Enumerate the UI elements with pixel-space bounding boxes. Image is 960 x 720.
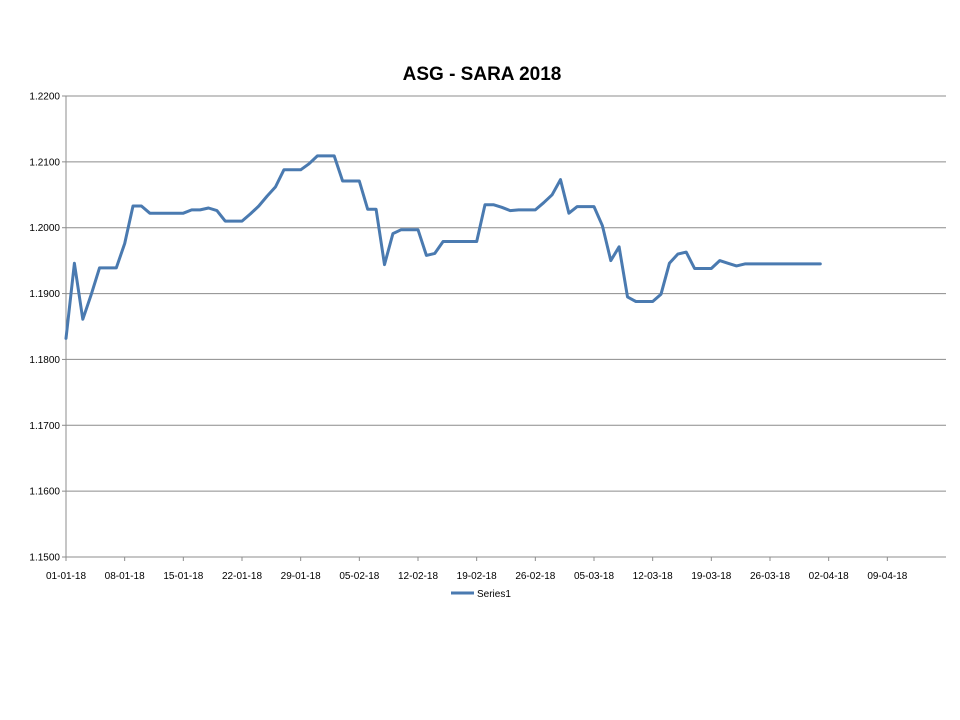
- legend-label-series1: Series1: [477, 589, 511, 600]
- x-axis-ticks: 01-01-18 08-01-18 15-01-18 22-01-18 29-01-18…: [46, 557, 908, 582]
- y-tick-label: 1.1800: [29, 355, 60, 366]
- axes: [65, 96, 946, 558]
- x-tick-label: 26-03-18: [750, 571, 790, 582]
- series-group: [64, 154, 822, 340]
- y-tick-label: 1.2100: [29, 157, 60, 168]
- x-tick-label: 26-02-18: [515, 571, 555, 582]
- x-tick-label: 12-02-18: [398, 571, 438, 582]
- y-tick-label: 1.1600: [29, 487, 60, 498]
- y-tick-label: 1.1500: [29, 553, 60, 564]
- x-tick-label: 29-01-18: [281, 571, 321, 582]
- x-tick-label: 02-04-18: [809, 571, 849, 582]
- x-tick-label: 09-04-18: [867, 571, 907, 582]
- y-tick-label: 1.1700: [29, 421, 60, 432]
- x-tick-label: 19-02-18: [457, 571, 497, 582]
- x-tick-label: 05-02-18: [339, 571, 379, 582]
- y-tick-label: 1.1900: [29, 289, 60, 300]
- y-tick-label: 1.2000: [29, 223, 60, 234]
- x-tick-label: 01-01-18: [46, 571, 86, 582]
- y-axis-ticks: 1.1500 1.1600 1.1700 1.1800 1.1900 1.2000 1.21…: [29, 92, 66, 564]
- x-tick-label: 12-03-18: [633, 571, 673, 582]
- x-tick-label: 05-03-18: [574, 571, 614, 582]
- chart-title: ASG - SARA 2018: [403, 64, 562, 85]
- gridlines: [66, 95, 946, 492]
- y-tick-label: 1.2200: [29, 92, 60, 103]
- x-tick-label: 15-01-18: [163, 571, 203, 582]
- x-tick-label: 19-03-18: [691, 571, 731, 582]
- legend: Series1: [451, 589, 511, 600]
- series-line-1: [64, 154, 822, 340]
- x-tick-label: 22-01-18: [222, 571, 262, 582]
- x-tick-label: 08-01-18: [105, 571, 145, 582]
